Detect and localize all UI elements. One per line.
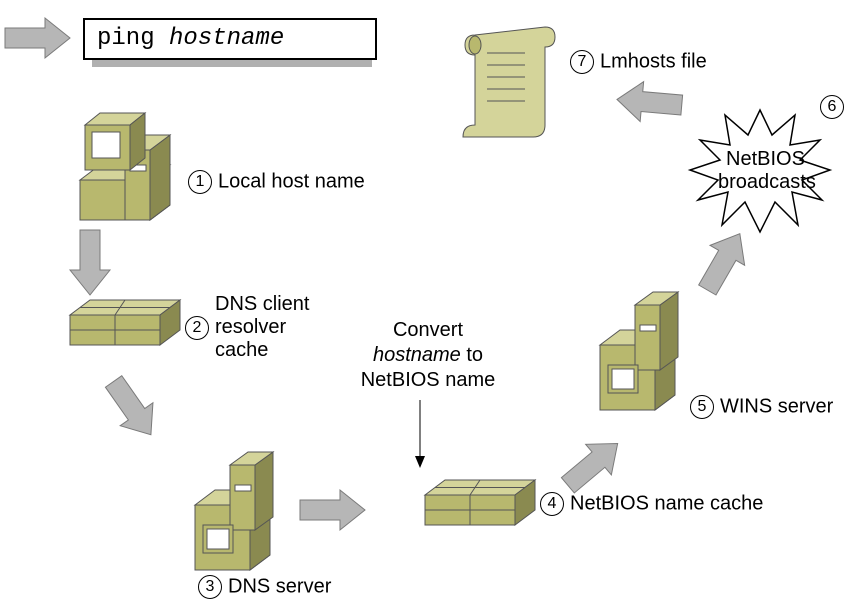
- step-6-num: 6: [820, 95, 844, 119]
- arrow-3-4: [300, 490, 365, 530]
- step-3-num: 3: [198, 575, 222, 599]
- burst-line2: broadcasts: [718, 171, 813, 194]
- arrow-2-3: [97, 370, 167, 446]
- arrow-6-7: [615, 79, 683, 125]
- convert-line1: Convert: [348, 318, 508, 343]
- cmd-prefix: ping: [97, 25, 169, 52]
- step-6: 6: [820, 95, 850, 119]
- scroll-icon: [463, 27, 555, 137]
- burst-text: NetBIOS broadcasts: [718, 148, 813, 194]
- step-3-label: DNS server: [228, 575, 331, 597]
- step-7-label: Lmhosts file: [600, 50, 707, 72]
- step-2: 2 DNS client resolver cache: [185, 293, 309, 362]
- step-1: 1 Local host name: [188, 170, 365, 194]
- convert-line2b: to: [461, 344, 483, 366]
- cache-4-icon: [425, 480, 535, 525]
- arrow-entry: [5, 18, 70, 58]
- convert-line3: NetBIOS name: [348, 368, 508, 393]
- cmd-arg: hostname: [169, 25, 284, 52]
- dns-server-icon: [195, 452, 273, 570]
- step-4-label: NetBIOS name cache: [570, 492, 763, 514]
- step-1-label: Local host name: [218, 170, 365, 192]
- cache-2-icon: [70, 300, 180, 345]
- computer-icon: [80, 113, 170, 220]
- wins-server-icon: [600, 292, 678, 410]
- step-3: 3 DNS server: [198, 575, 331, 599]
- step-7: 7 Lmhosts file: [570, 50, 707, 74]
- convert-text: Convert hostname to NetBIOS name: [348, 318, 508, 393]
- convert-line2a: hostname: [373, 344, 461, 366]
- step-5: 5 WINS server: [690, 395, 833, 419]
- arrow-1-2: [70, 230, 110, 295]
- step-4: 4 NetBIOS name cache: [540, 492, 763, 516]
- arrow-convert-head: [415, 456, 425, 468]
- arrow-4-5: [555, 428, 631, 500]
- step-2-label: DNS client resolver cache: [215, 293, 309, 362]
- step-2-num: 2: [185, 316, 209, 340]
- step-5-label: WINS server: [720, 395, 833, 417]
- command-box: ping hostname: [83, 18, 377, 60]
- step-7-num: 7: [570, 50, 594, 74]
- arrow-5-6: [690, 224, 757, 300]
- burst-line1: NetBIOS: [718, 148, 813, 171]
- step-1-num: 1: [188, 170, 212, 194]
- step-5-num: 5: [690, 395, 714, 419]
- step-4-num: 4: [540, 492, 564, 516]
